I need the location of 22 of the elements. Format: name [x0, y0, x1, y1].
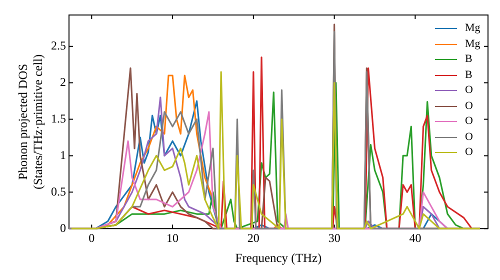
- legend-label: B: [465, 52, 472, 67]
- y-tick-label: 0.5: [51, 184, 66, 198]
- x-tick-label: 10: [166, 230, 179, 245]
- legend-label: B: [465, 68, 472, 82]
- legend-label: O: [465, 98, 473, 114]
- y-tick-label: 2: [60, 74, 66, 89]
- y-tick-label: 1: [60, 148, 66, 162]
- y-axis-title: Phonon projected DOS (States/THz·primitive cell): [16, 54, 45, 190]
- x-axis-title: Frequency (THz): [235, 250, 322, 265]
- legend-label: O: [465, 130, 473, 144]
- x-tick-label: 40: [409, 230, 422, 245]
- y-tick-label: 1.5: [51, 111, 66, 126]
- y-tick-label: 2.5: [51, 38, 66, 53]
- legend-label: Mg: [465, 21, 480, 36]
- x-tick-label: 20: [247, 230, 260, 245]
- legend-label: O: [465, 114, 473, 129]
- x-tick-label: 30: [328, 230, 340, 245]
- legend-label: O: [465, 83, 473, 98]
- legend-label: O: [465, 145, 473, 160]
- y-tick-label: 0: [60, 220, 66, 235]
- x-tick-label: 0: [88, 230, 95, 245]
- legend-label: Mg: [465, 36, 480, 52]
